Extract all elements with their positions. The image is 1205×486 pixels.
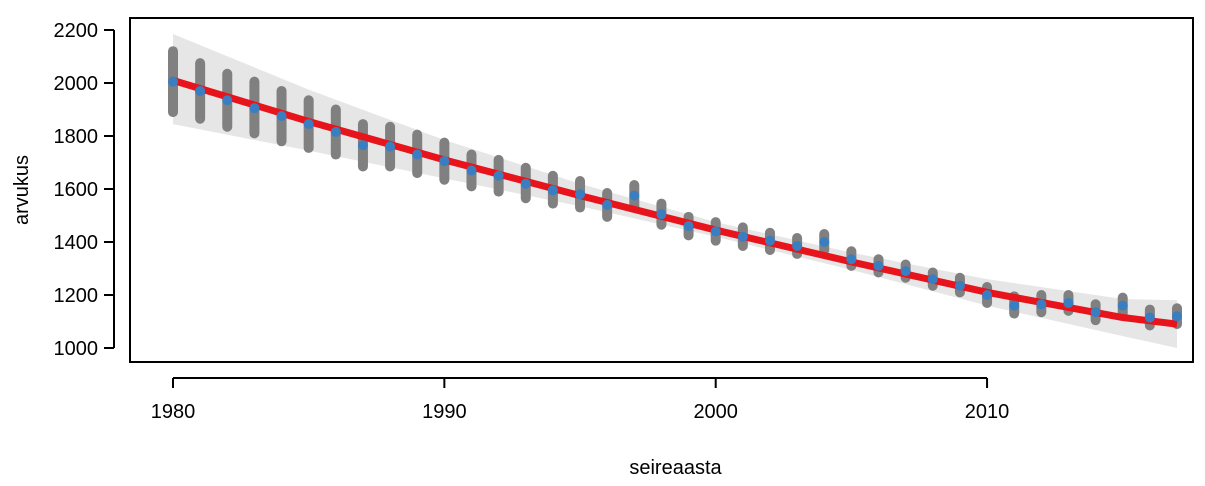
data-point <box>222 95 233 106</box>
data-point <box>1063 297 1074 308</box>
data-point <box>927 274 938 285</box>
data-point <box>547 185 558 196</box>
data-point <box>764 235 775 246</box>
data-point <box>575 189 586 200</box>
data-point <box>710 226 721 237</box>
x-tick-label: 2010 <box>965 401 1010 423</box>
y-tick-label: 1400 <box>54 232 99 254</box>
data-point <box>819 237 830 247</box>
data-point <box>249 103 260 114</box>
y-tick-label: 1600 <box>54 179 99 201</box>
confidence-band-layer <box>173 33 1177 348</box>
data-point <box>1090 307 1101 318</box>
data-point <box>466 165 477 176</box>
data-point <box>873 260 884 271</box>
point-layer <box>168 76 1182 323</box>
plot-panel-border <box>129 17 1194 363</box>
y-tick-label: 1000 <box>54 338 99 360</box>
axis-layer: 1980 1990 2000 2010 1000 1200 1400 1600 1800 2000… <box>54 20 1010 423</box>
data-point <box>195 85 206 96</box>
data-point <box>1117 300 1128 311</box>
y-tick-label: 2200 <box>54 20 99 42</box>
interval-layer <box>168 46 1182 331</box>
data-point <box>439 156 450 167</box>
data-point <box>737 231 748 242</box>
data-point <box>683 221 694 232</box>
data-point <box>1144 312 1155 323</box>
y-tick-label: 2000 <box>54 73 99 95</box>
x-tick-label: 1990 <box>422 401 467 423</box>
data-point <box>792 240 803 251</box>
data-point <box>520 178 531 189</box>
data-point <box>954 280 965 291</box>
data-point <box>900 266 911 277</box>
data-point <box>602 199 613 210</box>
x-tick-label: 2000 <box>693 401 738 423</box>
data-point <box>629 190 640 201</box>
data-point <box>385 141 396 152</box>
y-axis-title: arvukus <box>11 155 33 225</box>
data-point <box>1036 299 1047 310</box>
data-point <box>276 111 287 122</box>
y-tick-label: 1200 <box>54 285 99 307</box>
x-axis-title: seireaasta <box>629 457 722 479</box>
data-point <box>303 119 314 130</box>
data-point <box>656 209 667 220</box>
data-point <box>412 149 423 160</box>
data-point <box>982 290 993 300</box>
data-point <box>330 127 341 138</box>
data-point <box>168 76 178 87</box>
x-tick-label: 1980 <box>151 401 196 423</box>
confidence-band <box>173 33 1177 348</box>
data-point <box>846 254 857 265</box>
data-point <box>1009 300 1020 311</box>
y-tick-label: 1800 <box>54 126 99 148</box>
data-point <box>493 170 504 181</box>
data-point <box>1172 311 1182 322</box>
data-point <box>357 140 368 151</box>
